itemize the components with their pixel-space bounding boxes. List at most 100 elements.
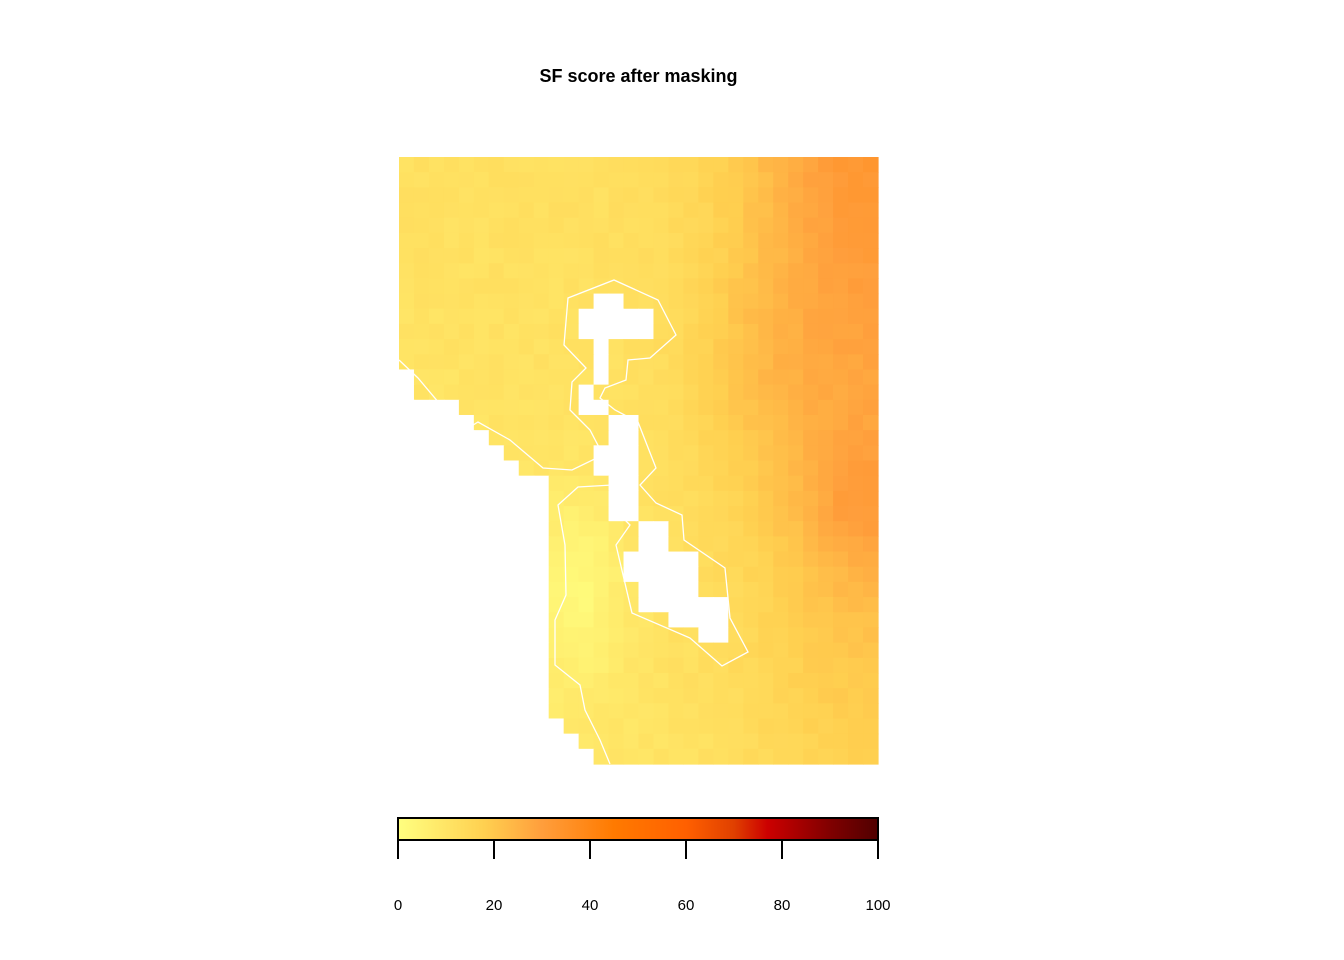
heatmap-cell [548, 475, 565, 492]
heatmap-cell [399, 475, 415, 492]
heatmap-cell [443, 672, 460, 689]
heatmap-cell [503, 323, 520, 340]
heatmap-cell [758, 536, 774, 553]
heatmap-cell [458, 612, 475, 629]
heatmap-cell [413, 293, 430, 310]
heatmap-cell [578, 657, 595, 674]
heatmap-cell [698, 688, 714, 704]
heatmap-cell [863, 339, 879, 355]
heatmap-cell [818, 217, 834, 234]
heatmap-cell [458, 566, 475, 583]
heatmap-cell [548, 718, 565, 735]
heatmap-cell [488, 278, 505, 295]
heatmap-cell [638, 490, 655, 507]
heatmap-cell [428, 627, 445, 644]
heatmap-cell [518, 460, 535, 477]
heatmap-cell [638, 733, 655, 750]
heatmap-cell [623, 748, 640, 765]
heatmap-cell [428, 642, 445, 659]
heatmap-cell [413, 384, 430, 401]
heatmap-cell [638, 308, 655, 325]
heatmap-cell [713, 506, 729, 522]
heatmap-cell [443, 293, 460, 310]
heatmap-cell [848, 339, 864, 355]
heatmap-cell [428, 339, 445, 355]
heatmap-cell [533, 172, 550, 188]
outline-path-0 [398, 279, 749, 765]
heatmap-cell [713, 217, 729, 234]
heatmap-cell [413, 642, 430, 659]
heatmap-cell [608, 506, 625, 522]
heatmap-cell [638, 172, 655, 188]
heatmap-cell [593, 521, 610, 537]
heatmap-cell [608, 232, 625, 249]
heatmap-cell [773, 339, 789, 355]
heatmap-cell [638, 581, 655, 598]
heatmap-cell [668, 490, 685, 507]
heatmap-cell [548, 278, 565, 295]
heatmap-cell [668, 232, 685, 249]
heatmap-cell [788, 657, 804, 674]
heatmap-cell [773, 627, 789, 644]
heatmap-cell [458, 672, 475, 689]
heatmap-cell [788, 612, 804, 629]
heatmap-cell [428, 657, 445, 674]
heatmap-cell [623, 187, 640, 204]
heatmap-cell [473, 384, 490, 401]
heatmap-cell [623, 202, 640, 219]
heatmap-cell [533, 460, 550, 477]
heatmap-cell [413, 157, 430, 173]
heatmap-cell [803, 308, 819, 325]
heatmap-cell [518, 157, 535, 173]
heatmap-cell [593, 672, 610, 689]
heatmap-cell [773, 323, 789, 340]
heatmap-cell [458, 627, 475, 644]
heatmap-cell [593, 399, 610, 416]
heatmap-cell [458, 217, 475, 234]
heatmap-cell [698, 490, 714, 507]
heatmap-cell [833, 263, 849, 280]
heatmap-cell [399, 157, 415, 173]
heatmap-cell [473, 232, 490, 249]
heatmap-cell [803, 688, 819, 704]
heatmap-cell [608, 172, 625, 188]
heatmap-cell [443, 187, 460, 204]
heatmap-grid [399, 157, 879, 765]
heatmap-cell [428, 308, 445, 325]
heatmap-cell [473, 323, 490, 340]
heatmap-cell [818, 384, 834, 401]
heatmap-cell [863, 657, 879, 674]
heatmap-cell [788, 202, 804, 219]
heatmap-cell [488, 536, 505, 553]
heatmap-cell [773, 551, 789, 568]
heatmap-cell [503, 354, 520, 371]
colorbar: 0 20 40 60 80 100 [394, 817, 891, 914]
heatmap-cell [773, 157, 789, 173]
heatmap-cell [803, 733, 819, 750]
heatmap-cell [743, 657, 759, 674]
chart-title: SF score after masking [539, 66, 738, 86]
heatmap-cell [443, 232, 460, 249]
heatmap-cell [399, 566, 415, 583]
heatmap-cell [548, 688, 565, 704]
heatmap-cell [743, 308, 759, 325]
heatmap-cell [728, 460, 744, 477]
heatmap-cell [623, 445, 640, 462]
heatmap-cell [683, 293, 699, 310]
heatmap-cell [428, 384, 445, 401]
heatmap-cell [458, 597, 475, 613]
heatmap-cell [578, 581, 595, 598]
heatmap-cell [713, 278, 729, 295]
heatmap-cell [413, 399, 430, 416]
heatmap-cell [773, 597, 789, 613]
heatmap-cell [413, 414, 430, 431]
heatmap-cell [683, 566, 699, 583]
heatmap-cell [443, 475, 460, 492]
heatmap-cell [413, 172, 430, 188]
heatmap-cell [863, 627, 879, 644]
heatmap-cell [548, 384, 565, 401]
heatmap-cell [458, 536, 475, 553]
heatmap-cell [683, 460, 699, 477]
heatmap-cell [848, 187, 864, 204]
